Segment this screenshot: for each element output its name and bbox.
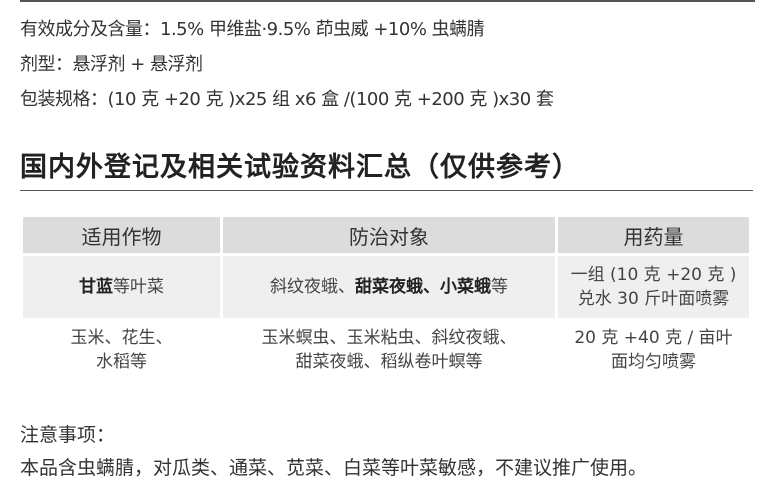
cell-target: 斜纹夜蛾、甜菜夜蛾、小菜蛾等	[223, 256, 555, 318]
crop-text: 玉米、花生、	[70, 328, 173, 348]
packaging-text: 包装规格：(10 克 +20 克 )x25 组 x6 盒 /(100 克 +20…	[20, 89, 554, 110]
header-target: 防治对象	[223, 217, 555, 253]
ingredients-text: 有效成分及含量：1.5% 甲维盐·9.5% 茚虫威 +10% 虫螨腈	[20, 19, 485, 40]
target-bold: 甜菜夜蛾、小菜蛾	[355, 277, 491, 297]
header-dose: 用药量	[558, 217, 749, 253]
table-header-row: 适用作物 防治对象 用药量	[23, 217, 749, 253]
crop-bold: 甘蓝	[79, 277, 113, 297]
dose-line: 一组 (10 克 +20 克 )	[570, 265, 737, 285]
target-text: 斜纹夜蛾、	[270, 277, 355, 297]
registration-table: 适用作物 防治对象 用药量 甘蓝等叶菜 斜纹夜蛾、甜菜夜蛾、小菜蛾等 一组 (1…	[20, 214, 752, 382]
top-divider	[20, 0, 755, 2]
formulation-text: 剂型：悬浮剂 + 悬浮剂	[20, 54, 203, 75]
cell-dose: 20 克 +40 克 / 亩叶 面均匀喷雾	[558, 321, 749, 379]
dose-line: 兑水 30 斤叶面喷雾	[577, 289, 730, 309]
cell-target: 玉米螟虫、玉米粘虫、斜纹夜蛾、 甜菜夜蛾、稻纵卷叶螟等	[223, 321, 555, 379]
heading-divider	[20, 190, 753, 191]
table-row: 玉米、花生、 水稻等 玉米螟虫、玉米粘虫、斜纹夜蛾、 甜菜夜蛾、稻纵卷叶螟等 20 …	[23, 321, 749, 379]
dose-line: 面均匀喷雾	[611, 352, 696, 372]
cell-dose: 一组 (10 克 +20 克 ) 兑水 30 斤叶面喷雾	[558, 256, 749, 318]
dose-line: 20 克 +40 克 / 亩叶	[574, 328, 733, 348]
cell-crop: 玉米、花生、 水稻等	[23, 321, 220, 379]
crop-text: 水稻等	[96, 352, 147, 372]
cell-crop: 甘蓝等叶菜	[23, 256, 220, 318]
crop-text: 等叶菜	[113, 277, 164, 297]
section-heading: 国内外登记及相关试验资料汇总（仅供参考）	[20, 152, 580, 183]
header-crop: 适用作物	[23, 217, 220, 253]
target-text: 甜菜夜蛾、稻纵卷叶螟等	[295, 352, 483, 372]
notes-title: 注意事项：	[20, 424, 116, 446]
table-row: 甘蓝等叶菜 斜纹夜蛾、甜菜夜蛾、小菜蛾等 一组 (10 克 +20 克 ) 兑水 …	[23, 256, 749, 318]
notes-text: 本品含虫螨腈，对瓜类、通菜、苋菜、白菜等叶菜敏感，不建议推广使用。	[20, 457, 648, 479]
target-text: 等	[491, 277, 508, 297]
target-text: 玉米螟虫、玉米粘虫、斜纹夜蛾、	[261, 328, 517, 348]
